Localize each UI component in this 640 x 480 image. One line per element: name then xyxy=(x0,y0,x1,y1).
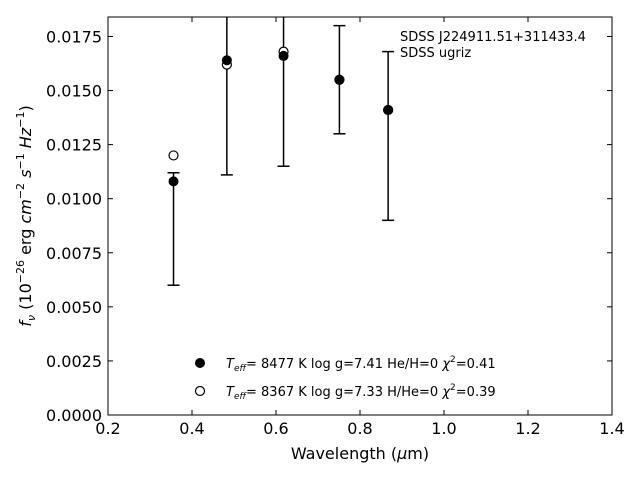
y-tick-label: 0.0075 xyxy=(46,244,102,263)
y-tick-label: 0.0100 xyxy=(46,190,102,209)
y-tick-label: 0.0125 xyxy=(46,136,102,155)
y-tick-label: 0.0175 xyxy=(46,27,102,46)
x-tick-label: 0.4 xyxy=(179,419,204,438)
plot-area-frame xyxy=(107,16,613,416)
data-points xyxy=(168,46,394,187)
legend-marker-filled xyxy=(195,358,205,368)
legend-1-comp: He/H=0 xyxy=(387,357,438,372)
model-point-filled xyxy=(278,50,289,61)
legend-2-comp: H/He=0 xyxy=(387,385,438,400)
y-tick-label: 0.0150 xyxy=(46,82,102,101)
legend-2-logg: log g=7.33 xyxy=(311,385,383,400)
x-tick-label: 1.4 xyxy=(599,419,624,438)
legend-1-chi2: =0.41 xyxy=(456,357,496,372)
legend-marker-open xyxy=(194,385,206,397)
legend-entry-1: Teff= 8477 K log g=7.41 He/H=0 χ2=0.41 xyxy=(226,355,496,374)
y-tick-label: 0.0050 xyxy=(46,298,102,317)
x-tick-label: 0.2 xyxy=(95,419,120,438)
model-point-filled xyxy=(383,105,394,116)
legend-1-teff: 8477 K xyxy=(261,357,307,372)
axis-ticks: 0.2 0.4 0.6 0.8 1.0 1.2 1.4 0.0000 0.0025 0.0050 0… xyxy=(46,17,625,438)
model-point-filled xyxy=(168,176,179,187)
y-tick-label: 0.0025 xyxy=(46,352,102,371)
model-point-open xyxy=(168,150,179,161)
legend: Teff= 8477 K log g=7.41 He/H=0 χ2=0.41 T… xyxy=(194,355,496,402)
model-point-filled xyxy=(221,55,232,66)
annotation-object-name: SDSS J224911.51+311433.4 xyxy=(400,30,586,45)
error-bars xyxy=(167,17,395,286)
legend-2-chi2: =0.39 xyxy=(456,385,496,400)
legend-2-teff: 8367 K xyxy=(261,385,307,400)
x-tick-label: 0.8 xyxy=(347,419,372,438)
y-tick-label: 0.0000 xyxy=(46,406,102,425)
model-point-filled xyxy=(334,74,345,85)
x-axis-label: Wavelength (μm) xyxy=(291,444,429,463)
annotation-photometry: SDSS ugriz xyxy=(400,46,471,61)
legend-entry-2: Teff= 8367 K log g=7.33 H/He=0 χ2=0.39 xyxy=(226,383,496,402)
x-tick-label: 1.2 xyxy=(515,419,540,438)
legend-1-logg: log g=7.41 xyxy=(311,357,383,372)
y-axis-label: fν (10−26 erg cm−2 s−1 Hz−1) xyxy=(14,105,38,326)
x-tick-label: 0.6 xyxy=(263,419,288,438)
x-tick-label: 1.0 xyxy=(431,419,456,438)
